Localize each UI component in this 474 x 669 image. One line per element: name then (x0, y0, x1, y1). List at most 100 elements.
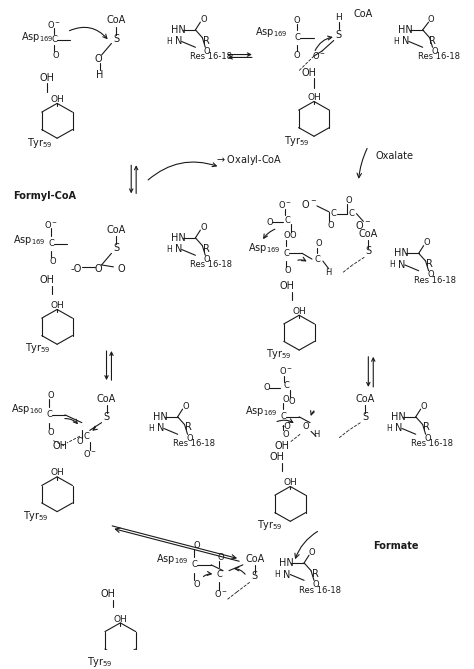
Text: R: R (203, 35, 210, 45)
Text: O: O (48, 427, 55, 437)
Text: O: O (424, 434, 431, 443)
Text: O: O (427, 270, 434, 279)
Text: Tyr$_{59}$: Tyr$_{59}$ (284, 134, 310, 148)
Text: H: H (96, 70, 103, 80)
Text: OH: OH (50, 95, 64, 104)
Text: Tyr$_{59}$: Tyr$_{59}$ (265, 347, 291, 361)
Text: S: S (113, 243, 119, 252)
Text: OH: OH (270, 452, 285, 462)
Text: S: S (365, 246, 372, 256)
Text: C: C (284, 216, 290, 225)
Text: O: O (427, 15, 434, 23)
Text: Res 16-18: Res 16-18 (411, 440, 453, 448)
Text: H: H (393, 37, 399, 46)
Text: O$^-$: O$^-$ (214, 588, 228, 599)
Text: Asp$_{169}$: Asp$_{169}$ (245, 404, 277, 418)
Text: O: O (282, 395, 289, 404)
Text: O: O (204, 47, 210, 56)
Text: Res 16-18: Res 16-18 (414, 276, 456, 285)
Text: H: H (166, 37, 172, 46)
Text: C: C (191, 561, 197, 569)
Text: C: C (348, 209, 355, 218)
Text: OH: OH (292, 307, 306, 316)
Text: HN: HN (171, 233, 185, 243)
Text: N: N (395, 423, 402, 434)
Text: O: O (76, 436, 83, 446)
Text: O: O (218, 553, 224, 561)
Text: CoA: CoA (107, 225, 126, 235)
Text: OH: OH (50, 301, 64, 310)
Text: C: C (48, 239, 54, 248)
Text: OH: OH (40, 276, 55, 286)
Text: S: S (103, 412, 109, 422)
Text: O: O (420, 401, 427, 411)
Text: O: O (193, 541, 200, 550)
Text: OH: OH (101, 589, 116, 599)
Text: Tyr$_{59}$: Tyr$_{59}$ (23, 508, 48, 522)
Text: R: R (426, 259, 433, 269)
Text: C: C (331, 209, 337, 218)
Text: O: O (303, 422, 310, 431)
Text: S: S (252, 571, 258, 581)
Text: C: C (281, 412, 286, 421)
Text: Res 16-18: Res 16-18 (173, 440, 215, 448)
Text: O: O (345, 195, 352, 205)
Text: C: C (294, 33, 300, 42)
Text: R: R (423, 423, 430, 432)
Text: HN: HN (398, 25, 413, 35)
Text: Res 16-18: Res 16-18 (191, 260, 232, 270)
Text: CoA: CoA (245, 554, 264, 564)
Text: H: H (326, 268, 332, 277)
Text: O: O (95, 54, 102, 64)
Text: O$^-$: O$^-$ (44, 219, 58, 230)
Text: O: O (294, 51, 301, 60)
Text: Asp$_{169}$: Asp$_{169}$ (255, 25, 287, 39)
Text: Tyr$_{59}$: Tyr$_{59}$ (25, 341, 50, 355)
Text: N: N (398, 260, 405, 270)
Text: OH: OH (283, 478, 297, 487)
Text: O: O (263, 383, 270, 392)
Text: H: H (274, 570, 280, 579)
Text: N: N (283, 569, 291, 579)
Text: O: O (290, 231, 297, 240)
Text: R: R (311, 569, 319, 579)
Text: Res 16-18: Res 16-18 (299, 585, 341, 595)
Text: HN: HN (171, 25, 185, 35)
Text: O: O (193, 580, 200, 589)
Text: Asp$_{160}$: Asp$_{160}$ (11, 402, 43, 416)
Text: Tyr$_{59}$: Tyr$_{59}$ (87, 654, 112, 668)
Text: O: O (50, 257, 56, 266)
Text: O: O (309, 548, 315, 557)
Text: OH: OH (53, 441, 68, 451)
Text: H: H (389, 260, 395, 270)
Text: O: O (423, 238, 430, 248)
Text: OH: OH (275, 441, 290, 451)
Text: O: O (294, 15, 301, 25)
Text: H: H (148, 424, 154, 433)
Text: O$^-$: O$^-$ (82, 448, 97, 459)
Text: -O: -O (282, 422, 291, 431)
Text: O$^-$: O$^-$ (278, 199, 292, 209)
Text: HN: HN (391, 412, 406, 422)
Text: Formyl-CoA: Formyl-CoA (13, 191, 76, 201)
Text: CoA: CoA (359, 229, 378, 239)
Text: OH: OH (301, 68, 317, 78)
Text: S: S (113, 33, 119, 43)
Text: C: C (216, 570, 222, 579)
Text: OH: OH (280, 281, 295, 291)
Text: R: R (429, 35, 436, 45)
Text: C: C (283, 381, 289, 391)
Text: R: R (185, 423, 192, 432)
Text: Oxalate: Oxalate (375, 151, 413, 161)
Text: O: O (182, 401, 189, 411)
Text: H: H (335, 13, 342, 22)
Text: Asp$_{169}$: Asp$_{169}$ (248, 241, 280, 254)
Text: HN: HN (394, 248, 409, 258)
Text: O$^-$: O$^-$ (279, 365, 293, 376)
Text: Asp$_{169}$: Asp$_{169}$ (156, 552, 188, 566)
Text: O: O (204, 255, 210, 264)
Text: HN: HN (153, 412, 168, 422)
Text: C: C (46, 410, 52, 419)
Text: N: N (402, 37, 409, 46)
Text: O: O (48, 391, 55, 400)
